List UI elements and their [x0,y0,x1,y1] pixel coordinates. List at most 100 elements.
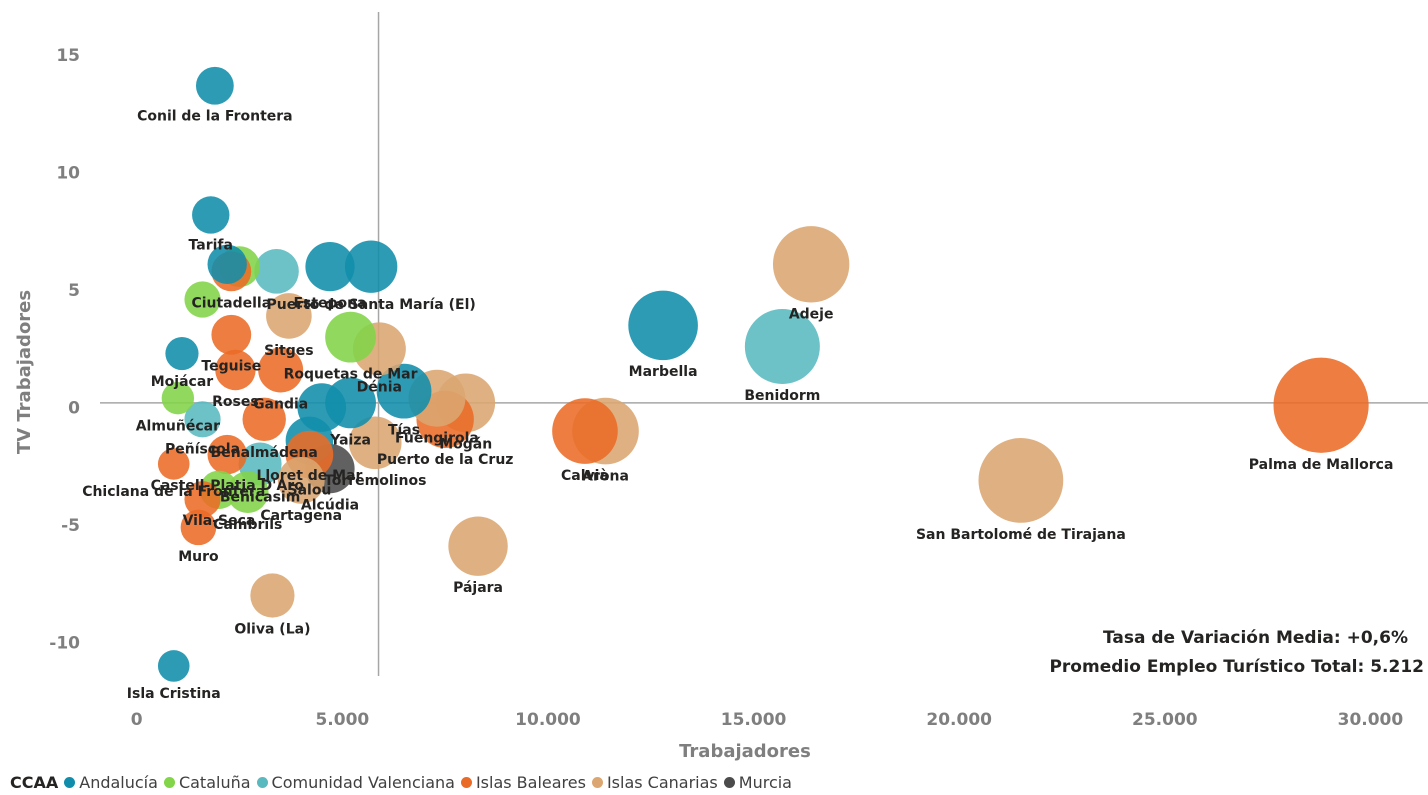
point-label: Roquetas de Mar [284,367,418,383]
y-tick-label: 10 [56,164,80,184]
point-label: Calvià [561,468,609,484]
legend-marker [591,777,603,788]
point-label: Oliva (La) [234,622,310,638]
x-tick-label: 30.000 [1338,710,1404,730]
point-label: Lloret de Mar [256,468,362,484]
legend-item[interactable]: Murcia [723,773,792,792]
bubble [250,573,295,618]
point-label: Mogán [439,436,492,452]
bubble [207,244,247,284]
point-label: Torremolinos [324,473,426,489]
y-tick-label: 0 [68,399,80,419]
y-tick-label: 5 [68,281,80,301]
bubble [184,401,221,438]
legend: CCAA Andalucía Cataluña Comunidad Valencia… [10,773,798,792]
bubble [207,434,247,475]
point-label: Palma de Mallorca [1249,457,1394,473]
legend-marker [64,777,76,788]
bubble [180,509,217,546]
point-label: Tarifa [189,238,233,254]
x-axis-title: Trabajadores [679,741,811,762]
x-tick-label: 25.000 [1132,710,1198,730]
point-label: Yaiza [329,432,371,448]
bubble [448,516,508,576]
legend-item[interactable]: Cataluña [163,773,251,792]
bubble [184,281,221,318]
point-label: Roses [212,394,259,410]
legend-item[interactable]: Islas Baleares [460,773,586,792]
point-label: Castell-Platja D'Aro [151,478,305,494]
legend-marker [256,777,268,788]
bubble [157,650,190,682]
point-label: Chiclana de la Frontera [82,484,265,500]
bubble [744,309,820,385]
bubble [978,438,1064,523]
point-label: Benalmádena [211,445,318,461]
legend-label: Andalucía [79,773,158,792]
y-tick-label: -5 [61,516,80,536]
bubble [305,242,355,292]
average-rate-note: Tasa de Variación Media: +0,6% [1103,628,1408,648]
point-label: Conil de la Frontera [137,109,293,125]
y-axis-title: TV Trabajadores [14,290,35,454]
point-label: Almuñécar [136,418,220,434]
bubble [344,240,398,293]
point-label: Pájara [453,580,503,596]
legend-label: Cataluña [178,773,251,792]
point-label: Isla Cristina [127,686,221,702]
y-axis-ticks: 15 10 5 0 -5 -10 [49,46,80,653]
bubble [277,457,325,504]
legend-items: Andalucía Cataluña Comunidad Valenciana Isl… [64,773,798,792]
point-label: Peñíscola [165,441,240,457]
bubble [325,311,376,363]
bubbles [157,66,1369,682]
bubble [195,66,234,105]
point-label: Cambrils [213,517,282,533]
point-label: Marbella [629,364,698,380]
x-tick-label: 5.000 [315,710,369,730]
point-label: Tías [388,422,420,438]
point-label: Mojácar [151,374,214,390]
bubble [254,249,299,294]
bubble [165,336,199,371]
point-label: Vila-Seca [183,513,256,529]
point-label: Sitges [264,343,313,359]
legend-marker [723,777,735,788]
average-employment-note: Promedio Empleo Turístico Total: 5.212 [1049,657,1424,677]
point-label: Estepona [293,295,366,311]
bubble [242,397,286,442]
legend-marker [460,777,472,788]
legend-label: Murcia [738,773,792,792]
legend-label: Islas Canarias [606,773,718,792]
legend-item[interactable]: Islas Canarias [591,773,718,792]
point-label: Muro [178,549,219,565]
legend-marker [163,777,175,788]
bubble [376,363,432,419]
point-labels: Estepona Ciutadella Marbella Benidorm Adeje P… [82,109,1393,702]
x-axis-ticks: 0 5.000 10.000 15.000 20.000 25.000 30.000 [131,710,1404,730]
bubble [258,347,304,393]
x-tick-label: 0 [131,710,143,730]
bubble [161,381,195,415]
point-label: Alcúdia [301,497,359,513]
bubble [157,448,190,480]
legend-item[interactable]: Andalucía [64,773,158,792]
legend-title: CCAA [10,773,59,792]
point-label: Fuengirola [395,431,479,447]
point-label: Cartagena [260,508,342,524]
bubble [226,471,269,513]
bubble [184,481,221,518]
point-label: Ciutadella [191,295,271,311]
legend-label: Islas Baleares [475,773,586,792]
bubble-chart: Estepona Ciutadella Marbella Benidorm Adeje P… [14,12,1428,762]
point-label: Adeje [789,306,834,322]
legend-label: Comunidad Valenciana [271,773,455,792]
legend-item[interactable]: Comunidad Valenciana [256,773,455,792]
y-tick-label: -10 [49,633,80,653]
x-tick-label: 15.000 [721,710,787,730]
y-tick-label: 15 [56,46,80,66]
point-label: Salou [287,482,331,498]
bubble [266,293,312,339]
bubble [772,226,850,303]
bubble [211,314,252,355]
